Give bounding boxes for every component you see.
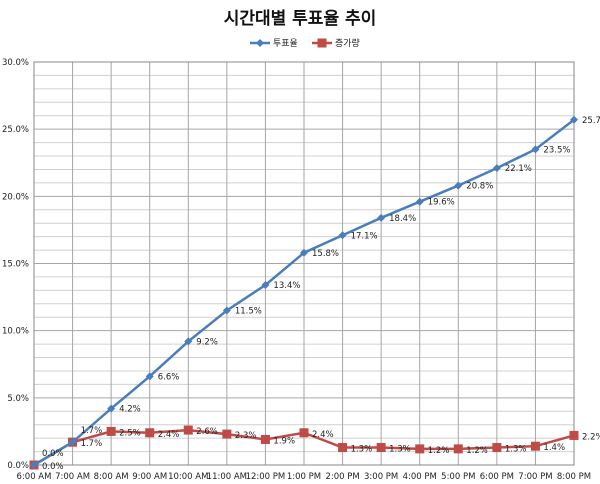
x-tick-label: 7:00 AM — [55, 472, 90, 482]
y-tick-label: 15.0% — [2, 260, 29, 270]
data-point — [260, 434, 270, 444]
x-tick-label: 4:00 PM — [403, 472, 437, 482]
data-label: 15.8% — [312, 249, 339, 259]
axes: 0.0% 5.0% 10.0% 15.0% 20.0% 25.0% 30.0% 6:00 AM… — [2, 58, 591, 482]
data-label: 1.2% — [428, 446, 450, 456]
y-tick-label: 20.0% — [2, 192, 29, 202]
data-label: 1.3% — [505, 445, 527, 455]
legend-label: 증가량 — [335, 37, 360, 49]
data-label: 4.2% — [119, 405, 141, 415]
data-point — [338, 443, 348, 453]
data-point — [569, 430, 579, 440]
legend: 투표율 증가량 — [250, 37, 360, 49]
grid — [33, 61, 575, 466]
data-label: 2.3% — [235, 431, 257, 441]
legend-marker — [256, 39, 264, 47]
data-label: 22.1% — [505, 164, 532, 174]
y-tick-label: 10.0% — [2, 327, 29, 337]
legend-marker — [317, 38, 327, 48]
data-label: 2.6% — [196, 427, 218, 437]
data-point — [145, 372, 154, 381]
data-label: 18.4% — [389, 214, 416, 224]
x-tick-label: 8:00 PM — [557, 472, 591, 482]
data-point — [30, 461, 38, 469]
data-point — [68, 438, 77, 447]
series-turnout: 0.0% 1.7% 4.2% 6.6% 9.2% 11.5% 13.4% 15.8% 17.1%… — [30, 115, 600, 469]
x-tick-label: 9:00 AM — [132, 472, 167, 482]
data-point — [183, 425, 193, 435]
data-label: 1.7% — [81, 439, 103, 449]
data-label: 9.2% — [196, 337, 218, 347]
data-point — [415, 444, 425, 454]
x-tick-label: 5:00 PM — [441, 472, 475, 482]
data-point — [107, 404, 116, 413]
y-tick-label: 0.0% — [7, 461, 29, 471]
plot-border — [33, 61, 575, 466]
data-label: 1.3% — [389, 445, 411, 455]
data-point — [222, 429, 232, 439]
x-tick-label: 2:00 PM — [325, 472, 359, 482]
data-label: 1.7% — [81, 426, 103, 436]
data-point — [415, 197, 424, 206]
x-tick-label: 8:00 AM — [94, 472, 129, 482]
data-point — [222, 306, 231, 315]
y-tick-label: 30.0% — [2, 58, 29, 68]
data-label: 2.4% — [158, 430, 180, 440]
x-tick-label: 7:00 PM — [518, 472, 552, 482]
data-label: 19.6% — [428, 198, 455, 208]
data-point — [454, 181, 463, 190]
y-tick-label: 25.0% — [2, 125, 29, 135]
data-label: 1.4% — [543, 443, 565, 453]
x-tick-label: 12:00 PM — [246, 472, 286, 482]
data-point — [570, 115, 578, 124]
data-point — [299, 428, 309, 438]
data-point — [531, 145, 540, 154]
data-label: 2.5% — [119, 428, 141, 438]
data-point — [106, 426, 116, 436]
data-label: 13.4% — [273, 281, 300, 291]
data-label: 23.5% — [543, 145, 570, 155]
data-label: 11.5% — [235, 307, 262, 317]
data-point — [492, 443, 502, 453]
legend-label: 투표율 — [273, 38, 298, 49]
data-point — [530, 441, 540, 451]
data-point — [145, 428, 155, 438]
data-label: 1.3% — [351, 445, 373, 455]
x-tick-label: 11:00 AM — [207, 472, 247, 482]
x-tick-label: 1:00 PM — [287, 472, 321, 482]
data-point — [377, 213, 386, 222]
data-label: 20.8% — [466, 182, 493, 192]
data-point — [184, 337, 193, 346]
data-point — [376, 443, 386, 453]
data-point — [453, 444, 463, 454]
data-label: 17.1% — [351, 231, 378, 241]
data-label: 2.4% — [312, 430, 334, 440]
series: 0.0% 1.7% 2.5% 2.4% 2.6% 2.3% 1.9% 2.4% 1.3% 1.3%… — [29, 115, 600, 472]
data-label: 0.0% — [42, 462, 64, 472]
data-point — [338, 231, 347, 240]
data-label: 25.7% — [582, 116, 600, 126]
data-label: 0.0% — [42, 449, 64, 459]
data-label: 1.2% — [466, 446, 488, 456]
data-point — [492, 164, 501, 173]
data-label: 2.2% — [582, 432, 600, 442]
y-tick-label: 5.0% — [7, 394, 29, 404]
chart-title: 시간대별 투표율 추이 — [224, 9, 377, 29]
x-tick-label: 6:00 PM — [480, 472, 514, 482]
x-tick-label: 6:00 AM — [17, 472, 52, 482]
x-tick-label: 3:00 PM — [364, 472, 398, 482]
data-label: 6.6% — [158, 372, 180, 382]
data-point — [300, 248, 308, 257]
data-label: 1.9% — [273, 436, 295, 446]
x-tick-label: 10:00 AM — [168, 472, 208, 482]
data-point — [261, 280, 270, 289]
